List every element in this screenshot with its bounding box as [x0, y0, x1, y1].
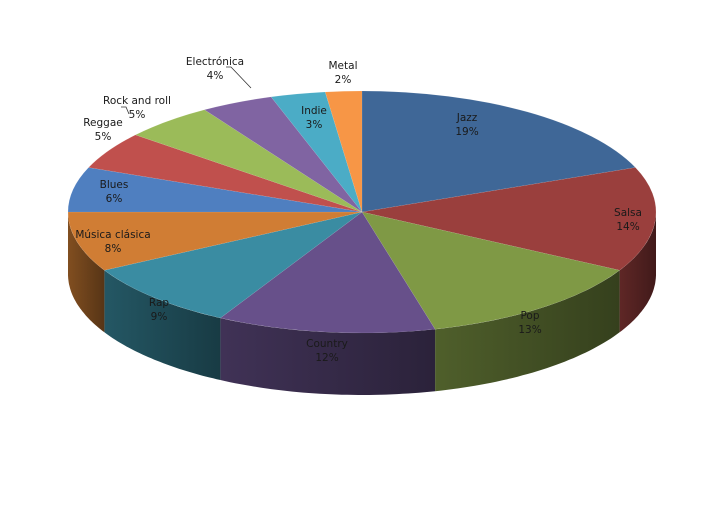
data-label-jazz: Jazz 19% [455, 112, 478, 138]
data-label-indie: Indie 3% [301, 105, 327, 131]
slice-country [219, 211, 436, 334]
leader-lines [121, 66, 252, 115]
data-labels: Jazz 19% Salsa 14% Pop 13% Country 12% Rap 9% Músi… [75, 56, 642, 364]
data-label-salsa: Salsa 14% [614, 207, 642, 233]
data-label-rap: Rap 9% [149, 297, 169, 323]
pie-slices [67, 90, 657, 334]
slice-blues [67, 167, 363, 213]
slice-salsa [361, 167, 657, 271]
slice-musica-clasica [67, 211, 363, 271]
slice-side-rap [104, 270, 221, 380]
slice-side-salsa [619, 212, 656, 333]
slice-rap [103, 211, 363, 319]
data-label-musica-clasica: Música clásica 8% [75, 229, 150, 255]
slice-side-country [220, 318, 436, 395]
leader-line [121, 106, 130, 115]
data-label-metal: Metal 2% [329, 60, 358, 86]
slice-pop [361, 211, 621, 330]
slice-metal [324, 90, 363, 213]
pie-sides [68, 212, 656, 395]
data-label-country: Country 12% [306, 338, 348, 364]
slice-side-musica-clasica [68, 212, 105, 333]
slice-side-pop [435, 270, 620, 392]
data-label-electronica: Electrónica 4% [186, 56, 244, 82]
slice-indie [270, 91, 363, 213]
data-label-reggae: Reggae 5% [83, 117, 123, 143]
slice-electronica [203, 96, 363, 213]
data-label-pop: Pop 13% [518, 310, 541, 336]
slice-reggae [88, 134, 363, 213]
slice-jazz [361, 90, 636, 213]
leader-line [226, 66, 252, 89]
data-label-blues: Blues 6% [100, 179, 129, 205]
data-label-rock-and-roll: Rock and roll 5% [103, 95, 171, 121]
slice-rock-and-roll [134, 109, 363, 213]
